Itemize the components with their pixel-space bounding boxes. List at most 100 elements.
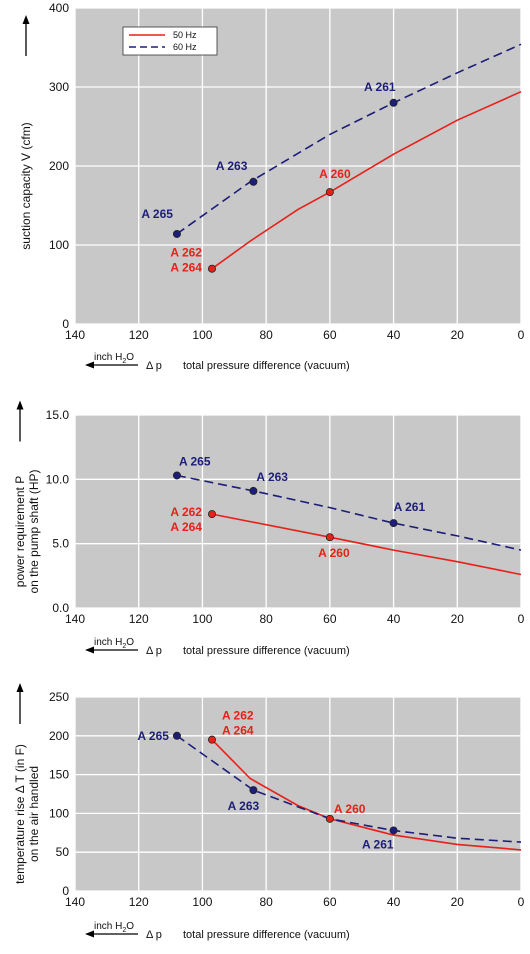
data-point (389, 98, 398, 107)
y-tick-label: 150 (49, 768, 69, 782)
x-tick-label: 60 (323, 328, 337, 342)
x-tick-label: 140 (65, 612, 85, 626)
chart-temperature: 140 120 100 80 60 40 20 0050100150200250tempera… (13, 683, 525, 941)
y-axis-arrow-icon (16, 683, 24, 724)
y-tick-label: 0 (62, 884, 69, 898)
x-tick-label: 120 (129, 328, 149, 342)
data-point (207, 735, 216, 744)
point-label: A 264 (222, 724, 254, 738)
data-point (207, 264, 216, 273)
chart-power: 140 120 100 80 60 40 20 0 0.0 5.0 10.0 15.0 power re… (13, 400, 525, 657)
y-tick-label: 200 (49, 159, 69, 173)
data-point (249, 786, 258, 795)
point-label: A 262 (170, 246, 202, 260)
point-label: A 263 (256, 470, 288, 484)
y-tick-label: 250 (49, 690, 69, 704)
y-tick-label: 200 (49, 729, 69, 743)
point-label: A 265 (179, 454, 211, 468)
y-axis-label-line2: on the air handled (27, 766, 41, 862)
x-tick-label: 20 (451, 612, 465, 626)
data-point (249, 177, 258, 186)
x-axis-arrow-icon (85, 930, 138, 938)
x-tick-label: 0 (518, 328, 525, 342)
point-label: A 265 (141, 207, 173, 221)
data-point (172, 471, 181, 480)
data-point (249, 486, 258, 495)
point-label: A 264 (170, 261, 202, 275)
point-label: A 262 (222, 709, 254, 723)
series-line-60-hz (176, 43, 522, 235)
x-tick-label: 100 (192, 328, 212, 342)
x-symbol: Δ p (146, 645, 162, 657)
plot-area (75, 697, 521, 891)
y-tick-label: 0.0 (52, 601, 69, 615)
point-label: A 261 (394, 500, 426, 514)
x-unit-label: inch H2O (94, 352, 134, 365)
y-axis-label: suction capacity V (cfm) (19, 122, 33, 249)
y-tick-label: 15.0 (46, 408, 70, 422)
x-tick-label: 140 (65, 328, 85, 342)
x-tick-label: 120 (129, 612, 149, 626)
x-tick-label: 80 (259, 328, 273, 342)
x-axis-arrow-icon (85, 646, 138, 654)
x-tick-label: 60 (323, 612, 337, 626)
point-label: A 262 (170, 505, 202, 519)
x-tick-label: 40 (387, 895, 401, 909)
x-unit-label: inch H2O (94, 921, 134, 934)
x-tick-label: 80 (259, 612, 273, 626)
y-tick-label: 10.0 (46, 472, 70, 486)
x-tick-label: 100 (192, 612, 212, 626)
data-point (389, 826, 398, 835)
data-point (325, 533, 334, 542)
data-point (325, 814, 334, 823)
legend-entry: 60 Hz (173, 42, 197, 52)
legend-entry: 50 Hz (173, 30, 197, 40)
data-point (325, 188, 334, 197)
y-axis-label: temperature rise Δ T (in F) (13, 744, 27, 884)
point-label: A 261 (362, 837, 394, 851)
x-symbol: Δ p (146, 929, 162, 941)
point-label: A 260 (319, 167, 351, 181)
x-tick-label: 40 (387, 328, 401, 342)
data-point (172, 229, 181, 238)
y-tick-label: 5.0 (52, 537, 69, 551)
y-tick-label: 50 (56, 845, 70, 859)
x-unit-label: inch H2O (94, 637, 134, 650)
x-tick-label: 40 (387, 612, 401, 626)
x-tick-label: 0 (518, 612, 525, 626)
point-label: A 265 (137, 729, 169, 743)
x-symbol: Δ p (146, 360, 162, 372)
x-tick-label: 60 (323, 895, 337, 909)
data-point (389, 519, 398, 528)
series-line-60-hz (176, 474, 522, 551)
x-tick-label: 100 (192, 895, 212, 909)
y-axis-arrow-icon (22, 15, 30, 56)
y-tick-label: 300 (49, 80, 69, 94)
data-point (207, 510, 216, 519)
series-line-60-hz (176, 735, 522, 843)
point-label: A 260 (318, 546, 350, 560)
x-axis-arrow-icon (85, 361, 138, 369)
x-tick-label: 20 (451, 895, 465, 909)
x-axis-label: total pressure difference (vacuum) (183, 645, 350, 657)
series-line-50-hz (211, 513, 522, 576)
y-tick-label: 0 (62, 317, 69, 331)
x-tick-label: 120 (129, 895, 149, 909)
point-label: A 264 (170, 520, 202, 534)
y-tick-label: 100 (49, 238, 69, 252)
plot-area (75, 415, 521, 608)
point-label: A 261 (364, 80, 396, 94)
x-axis-label: total pressure difference (vacuum) (183, 360, 350, 372)
y-axis-arrow-icon (16, 400, 24, 442)
legend: 50 Hz 60 Hz (122, 26, 218, 56)
point-label: A 260 (334, 802, 366, 816)
x-axis-label: total pressure difference (vacuum) (183, 929, 350, 941)
x-tick-label: 80 (259, 895, 273, 909)
point-label: A 263 (228, 799, 260, 813)
x-tick-label: 140 (65, 895, 85, 909)
point-label: A 263 (216, 159, 248, 173)
x-tick-label: 0 (518, 895, 525, 909)
x-tick-label: 20 (451, 328, 465, 342)
